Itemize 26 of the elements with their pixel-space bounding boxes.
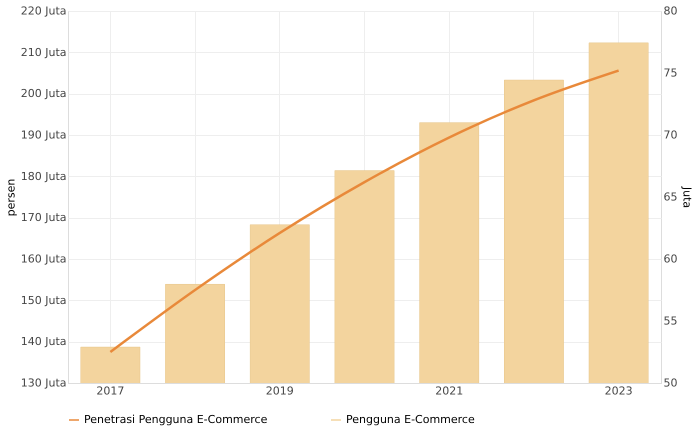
legend-label: Pengguna E-Commerce xyxy=(346,413,475,426)
x-tick-label: 2021 xyxy=(435,384,464,398)
y-tick-label: 220 Juta xyxy=(20,4,66,18)
y2-tick-label: 65 xyxy=(664,190,678,204)
y2-tick-label: 50 xyxy=(664,376,678,390)
y-tick-label: 130 Juta xyxy=(20,376,66,390)
y2-tick-label: 80 xyxy=(664,4,678,18)
y-tick-label: 200 Juta xyxy=(20,87,66,100)
x-tick-label: 2017 xyxy=(96,384,124,398)
y-tick-label: 140 Juta xyxy=(20,335,66,348)
y-tick-label: 180 Juta xyxy=(20,170,66,183)
y2-tick-label: 60 xyxy=(664,252,678,266)
y-axis-title: persen xyxy=(4,178,18,216)
y2-axis-title: Juta xyxy=(680,186,694,208)
x-tick-label: 2019 xyxy=(266,384,294,398)
y2-tick-label: 75 xyxy=(664,66,678,80)
y2-tick-label: 55 xyxy=(664,314,678,328)
y2-tick-label: 70 xyxy=(664,128,678,142)
y-tick-label: 170 Juta xyxy=(20,211,66,224)
line-series xyxy=(109,69,620,354)
y-tick-label: 190 Juta xyxy=(20,128,66,142)
y-tick-label: 150 Juta xyxy=(20,294,66,307)
legend-label: Penetrasi Pengguna E-Commerce xyxy=(84,413,268,426)
x-tick-label: 2023 xyxy=(604,384,633,398)
y-tick-label: 160 Juta xyxy=(20,252,66,266)
y-tick-label: 210 Juta xyxy=(20,46,66,59)
